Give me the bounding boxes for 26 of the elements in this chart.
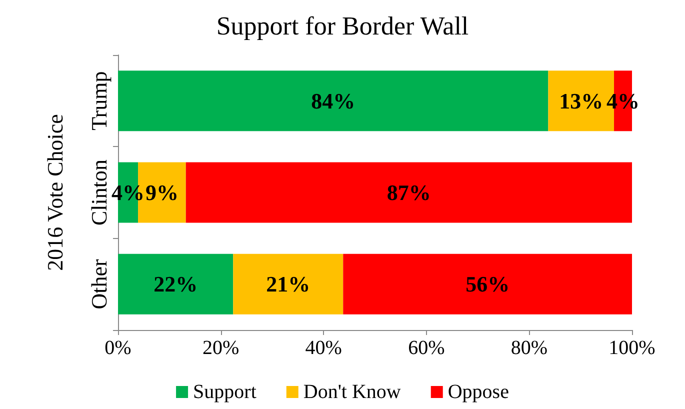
legend-label: Oppose bbox=[448, 381, 510, 403]
x-tick-label: 60% bbox=[408, 337, 445, 359]
bar bbox=[186, 162, 632, 223]
x-tick-label: 80% bbox=[510, 337, 548, 359]
y-tick-label: Other bbox=[86, 258, 112, 310]
legend-label: Don't Know bbox=[303, 381, 402, 403]
x-tick-label: 20% bbox=[202, 337, 240, 359]
bar bbox=[343, 254, 632, 314]
data-label: 13% bbox=[559, 88, 604, 114]
y-axis-title: 2016 Vote Choice bbox=[42, 114, 68, 271]
y-tick-label: Clinton bbox=[86, 159, 112, 226]
data-label: 84% bbox=[311, 88, 356, 114]
chart-title: Support for Border Wall bbox=[216, 12, 469, 40]
data-label: 87% bbox=[386, 180, 431, 205]
x-tick-label: 0% bbox=[104, 337, 132, 359]
y-tick-label: Trump bbox=[86, 71, 112, 130]
data-label: 56% bbox=[466, 272, 510, 297]
bar bbox=[118, 70, 548, 132]
bar bbox=[233, 254, 344, 314]
data-label: 21% bbox=[266, 272, 310, 297]
data-label: 22% bbox=[154, 272, 198, 297]
bar bbox=[118, 254, 234, 314]
x-tick-label: 40% bbox=[305, 337, 342, 359]
data-label: 9% bbox=[145, 180, 178, 205]
legend-label: Support bbox=[193, 381, 257, 403]
x-tick-label: 100% bbox=[608, 337, 656, 359]
